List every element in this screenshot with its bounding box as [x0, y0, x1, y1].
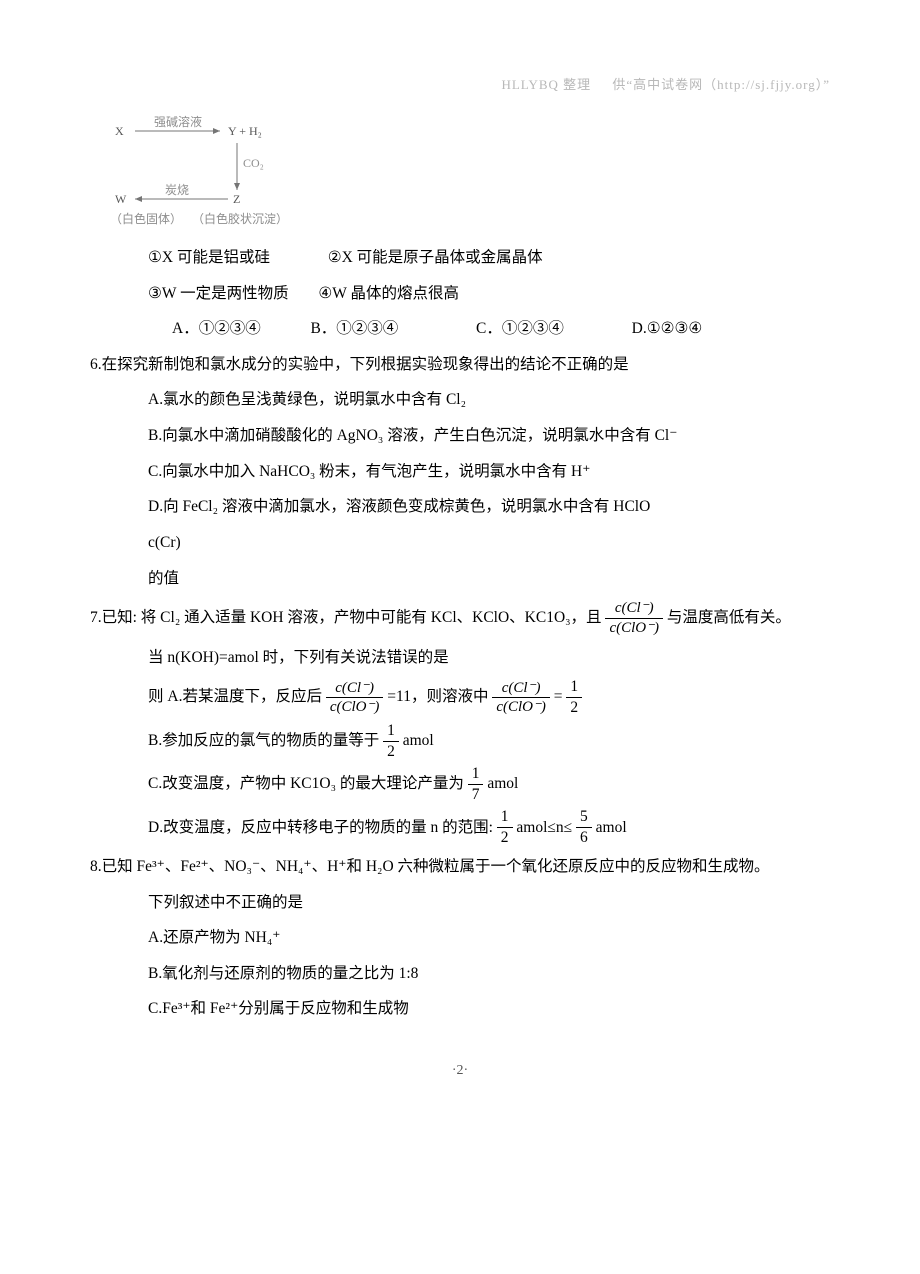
stmt4: ④W 晶体的熔点很高 [318, 285, 459, 302]
q7-line2: 当 n(KOH)=amol 时，下列有关说法错误的是 [90, 640, 830, 676]
header-left: HLLYBQ 整理 [501, 77, 591, 92]
frac-d2: 5 6 [576, 807, 592, 848]
opt-c: C．①②③④ [476, 311, 564, 347]
arrow-top [213, 128, 220, 134]
label-right: （白色胶状沉淀） [192, 211, 288, 226]
q6-extra2: 的值 [90, 561, 830, 597]
q7-d-b: amol [596, 819, 627, 836]
stmt2: ②X 可能是原子晶体或金属晶体 [328, 249, 543, 266]
q7-b-b: amol [403, 732, 434, 749]
q6-d: D.向 FeCl₂ 溶液中滴加氯水，溶液颜色变成棕黄色，说明氯水中含有 HClO [90, 489, 830, 525]
q7-d-a: D.改变温度，反应中转移电子的物质的量 n 的范围: [148, 819, 493, 836]
q7-a: 则 A.若某温度下，反应后 c(Cl⁻) c(ClO⁻) =11，则溶液中 c(… [90, 675, 830, 718]
q7-a-b: =11，则溶液中 [387, 688, 488, 705]
frac-c: 1 7 [468, 764, 484, 805]
header-url: （http://sj.fjjy.org） [703, 77, 823, 92]
node-w: W [115, 192, 127, 206]
opt-b: B．①②③④ [310, 311, 398, 347]
stmt3: ③W 一定是两性物质 [148, 285, 289, 302]
header-right-prefix: 供“高中试卷网 [612, 77, 703, 92]
q8-line2: 下列叙述中不正确的是 [90, 885, 830, 921]
opt-a: A．①②③④ [172, 311, 261, 347]
q5-options: A．①②③④ B．①②③④ C．①②③④ D.①②③④ [90, 311, 830, 347]
arrow-right [234, 183, 240, 190]
q7-a-c: = [554, 688, 563, 705]
page-number: ·2· [90, 1055, 830, 1087]
q6-b: B.向氯水中滴加硝酸酸化的 AgNO₃ 溶液，产生白色沉淀，说明氯水中含有 Cl… [90, 418, 830, 454]
header-right-suffix: ” [823, 77, 830, 92]
node-x: X [115, 124, 124, 138]
frac-a1: c(Cl⁻) c(ClO⁻) [326, 679, 384, 718]
q5-statements-3-4: ③W 一定是两性物质 ④W 晶体的熔点很高 [90, 276, 830, 312]
edge-top-label: 强碱溶液 [154, 115, 202, 129]
edge-right-label: CO₂ [243, 156, 264, 170]
frac-b: 1 2 [383, 721, 399, 762]
arrow-bottom [135, 196, 142, 202]
q7-d-mid: amol≤n≤ [516, 819, 572, 836]
q6-stem: 6.在探究新制饱和氯水成分的实验中，下列根据实验现象得出的结论不正确的是 [90, 347, 830, 383]
q7-c: C.改变温度，产物中 KC1O₃ 的最大理论产量为 1 7 amol [90, 762, 830, 805]
q7-b-a: B.参加反应的氯气的物质的量等于 [148, 732, 379, 749]
q6-a: A.氯水的颜色呈浅黄绿色，说明氯水中含有 Cl₂ [90, 382, 830, 418]
edge-bottom-label: 炭烧 [165, 183, 189, 197]
node-y: Y + H₂ [228, 124, 262, 138]
q7-stem-b: 与温度高低有关。 [667, 609, 791, 626]
frac-a3: 1 2 [566, 677, 582, 718]
q7-stem-a: 7.已知: 将 Cl₂ 通入适量 KOH 溶液，产物中可能有 KCl、KClO、… [90, 609, 602, 626]
q7-d: D.改变温度，反应中转移电子的物质的量 n 的范围: 1 2 amol≤n≤ 5… [90, 806, 830, 849]
label-left: （白色固体） [110, 211, 182, 226]
q7-b: B.参加反应的氯气的物质的量等于 1 2 amol [90, 719, 830, 762]
q8-c: C.Fe³⁺和 Fe²⁺分别属于反应物和生成物 [90, 991, 830, 1027]
stmt1: ①X 可能是铝或硅 [148, 249, 270, 266]
q8-b: B.氧化剂与还原剂的物质的量之比为 1:8 [90, 956, 830, 992]
q7-c-b: amol [487, 775, 518, 792]
q5-statements-1-2: ①X 可能是铝或硅 ②X 可能是原子晶体或金属晶体 [90, 240, 830, 276]
frac-d1: 1 2 [497, 807, 513, 848]
q7-a-a: 则 A.若某温度下，反应后 [148, 688, 322, 705]
diagram-svg: X Y + H₂ W Z 强碱溶液 CO₂ 炭烧 （白色固体） （白色胶状沉淀） [110, 115, 288, 245]
q6-c: C.向氯水中加入 NaHCO₃ 粉末，有气泡产生，说明氯水中含有 H⁺ [90, 454, 830, 490]
frac-clclo: c(Cl⁻) c(ClO⁻) [605, 599, 663, 638]
q8-a: A.还原产物为 NH₄⁺ [90, 920, 830, 956]
reaction-diagram: X Y + H₂ W Z 强碱溶液 CO₂ 炭烧 （白色固体） （白色胶状沉淀） [110, 115, 285, 235]
frac-a2: c(Cl⁻) c(ClO⁻) [492, 679, 550, 718]
q7-c-a: C.改变温度，产物中 KC1O₃ 的最大理论产量为 [148, 775, 464, 792]
opt-d: D.①②③④ [632, 311, 703, 347]
q6-extra1: c(Cr) [90, 525, 830, 561]
page-header: HLLYBQ 整理 供“高中试卷网（http://sj.fjjy.org）” [90, 70, 830, 100]
node-z: Z [233, 192, 240, 206]
q7-stem: 7.已知: 将 Cl₂ 通入适量 KOH 溶液，产物中可能有 KCl、KClO、… [90, 596, 830, 639]
q8-stem: 8.已知 Fe³⁺、Fe²⁺、NO₃⁻、NH₄⁺、H⁺和 H₂O 六种微粒属于一… [90, 849, 830, 885]
